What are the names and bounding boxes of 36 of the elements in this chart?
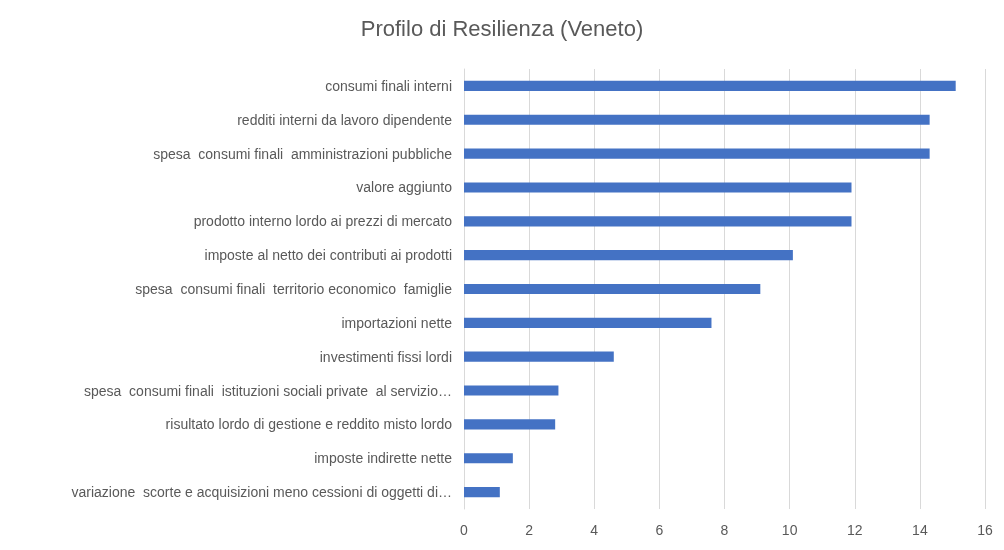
bar (464, 385, 559, 396)
bar (464, 114, 930, 125)
y-tick-label: risultato lordo di gestione e reddito misto lordo (165, 416, 453, 433)
bar (464, 80, 956, 91)
x-tick-label: 2 (525, 522, 534, 538)
bar (464, 453, 513, 464)
bar (464, 317, 712, 328)
y-tick-label: spesa consumi finali istituzioni sociali private al servizio… (83, 382, 452, 399)
bar (464, 283, 761, 295)
y-tick-label: consumi finali interni (325, 77, 452, 94)
y-tick-label: imposte al netto dei contributi ai prodotti (204, 247, 452, 264)
y-tick-label: investimenti fissi lordi (319, 348, 452, 365)
chart-title: Profilo di Resilienza (Veneto) (360, 15, 644, 41)
bar (464, 182, 852, 193)
bar (464, 216, 852, 227)
x-tick-label: 12 (846, 522, 863, 538)
x-tick-label: 4 (590, 522, 599, 538)
y-tick-label: spesa consumi finali amministrazioni pubbliche (153, 145, 453, 162)
x-tick-label: 8 (720, 522, 729, 538)
y-tick-label: imposte indirette nette (314, 450, 453, 467)
x-tick-label: 0 (460, 522, 469, 538)
x-tick-label: 6 (655, 522, 664, 538)
y-tick-label: importazioni nette (341, 314, 453, 331)
bar (464, 351, 614, 362)
bar (464, 419, 556, 430)
x-tick-label: 10 (781, 522, 798, 538)
bar (464, 148, 930, 159)
y-tick-label: spesa consumi finali territorio economico famiglie (135, 281, 453, 297)
y-tick-label: prodotto interno lordo ai prezzi di mercato (193, 213, 453, 230)
x-tick-label: 14 (912, 522, 928, 538)
x-tick-label: 16 (977, 522, 993, 538)
bar (464, 487, 500, 498)
y-tick-label: redditi interni da lavoro dipendente (237, 111, 453, 128)
y-tick-label: valore aggiunto (356, 179, 453, 196)
bar (464, 250, 793, 261)
y-tick-label: variazione scorte e acquisizioni meno cessioni di oggetti di… (71, 484, 452, 501)
